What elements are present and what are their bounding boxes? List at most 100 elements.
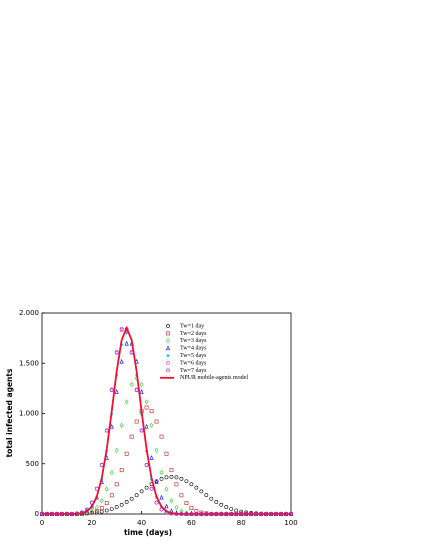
legend-swatch [165,345,171,351]
marker [124,399,129,405]
marker [199,489,204,494]
marker [139,382,144,388]
legend-swatch [166,338,170,344]
marker [154,419,159,424]
y-tick-label: 2.000 [19,309,39,317]
legend-swatch [166,368,170,373]
marker [159,470,164,475]
marker [109,493,114,498]
marker [129,382,134,388]
marker [134,419,139,424]
marker [104,508,109,513]
marker [119,468,124,473]
marker [119,358,124,364]
marker [129,496,134,501]
marker [114,482,119,487]
marker [164,451,169,456]
marker [129,434,134,439]
marker [179,493,184,498]
marker [174,504,179,510]
legend-label: Tw=6 days [180,360,207,366]
marker [189,506,194,510]
x-tick-label: 80 [237,519,246,527]
marker [144,485,149,490]
marker [124,500,129,504]
marker [174,475,179,480]
marker [89,510,94,515]
legend-label: Tw=4 days [180,346,207,352]
legend-label: Tw=2 days [180,331,207,337]
marker [139,489,144,494]
marker [174,482,179,487]
y-tick-label: 1.500 [19,359,39,367]
marker [204,493,209,498]
x-tick-label: 100 [284,519,297,527]
marker [179,476,184,481]
marker [109,470,114,475]
legend-swatch [166,354,170,358]
x-tick-label: 40 [137,519,146,527]
marker [114,389,119,394]
y-tick-label: 1.000 [19,410,39,418]
marker [144,462,149,467]
marker [169,498,174,504]
marker [144,423,149,429]
x-tick-label: 20 [87,519,96,527]
marker [139,389,144,394]
y-tick-label: 0 [35,510,39,518]
marker [149,422,154,428]
legend-swatch [166,331,170,336]
marker [119,422,124,428]
marker [114,350,119,354]
marker [134,493,139,498]
marker [184,479,189,484]
legend-label: NPUR mobile-agents model [180,375,248,381]
y-tick-label: 500 [26,460,39,468]
marker [184,501,189,505]
marker [214,500,219,504]
marker [154,447,159,453]
marker [109,387,114,392]
marker [159,494,164,500]
marker [109,423,114,429]
x-tick-label: 0 [40,519,44,527]
marker [189,482,194,487]
marker [124,451,129,456]
marker [99,509,104,514]
marker [159,476,164,481]
marker [149,409,154,414]
legend-label: Tw=1 day [180,323,204,329]
marker [159,434,164,439]
marker [144,399,149,405]
marker [144,405,149,410]
marker [224,505,229,509]
plot-frame [41,312,292,515]
marker [104,501,109,505]
marker [114,447,119,453]
marker [164,503,169,509]
marker [194,485,199,490]
legend-label: Tw=3 days [180,338,207,344]
marker [169,468,174,473]
marker [99,506,104,510]
marker [154,500,159,505]
marker [94,504,99,510]
marker [209,496,214,501]
marker [164,475,169,480]
marker [119,327,124,331]
marker [119,502,124,507]
marker [154,479,159,484]
legend-label: Tw=7 days [180,368,207,374]
marker [114,505,119,509]
legend-label: Tw=5 days [180,353,207,359]
marker [124,340,129,346]
marker [99,498,104,504]
marker [219,502,224,507]
x-axis-label: time (days) [124,528,172,537]
marker [89,508,94,514]
marker [229,507,234,511]
marker [149,455,154,460]
x-tick-label: 60 [187,519,196,527]
legend-swatch [166,361,170,365]
